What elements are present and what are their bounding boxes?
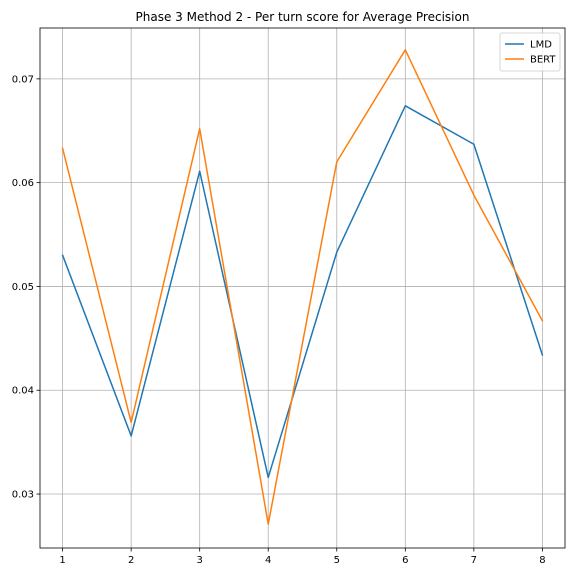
series-line-bert [61,49,544,525]
series-line-lmd [61,105,544,479]
series-layer [61,49,544,525]
x-tick-label: 8 [539,555,545,566]
chart-title: Phase 3 Method 2 - Per turn score for Av… [136,10,470,24]
legend-label: BERT [530,55,556,66]
x-tick-label: 1 [59,555,65,566]
x-tick-label: 3 [197,555,203,566]
legend-box [499,32,561,72]
y-tick-label: 0.07 [12,74,34,85]
y-tick-label: 0.06 [12,178,34,189]
axes-frame [39,27,566,549]
x-tick-label: 7 [471,555,477,566]
y-tick-label: 0.04 [12,386,34,397]
axes-layer: 1 2 3 4 5 6 7 8 0.03 0.04 0.05 0.06 0.07 [12,27,566,566]
x-tick-label: 4 [265,555,271,566]
x-tick-label: 5 [334,555,340,566]
grid-layer [40,28,565,548]
legend: LMD BERT [499,32,561,72]
y-tick-label: 0.03 [12,490,34,501]
x-tick-label: 2 [128,555,134,566]
x-tick-label: 6 [402,555,408,566]
legend-label: LMD [530,40,552,51]
y-tick-label: 0.05 [12,282,34,293]
